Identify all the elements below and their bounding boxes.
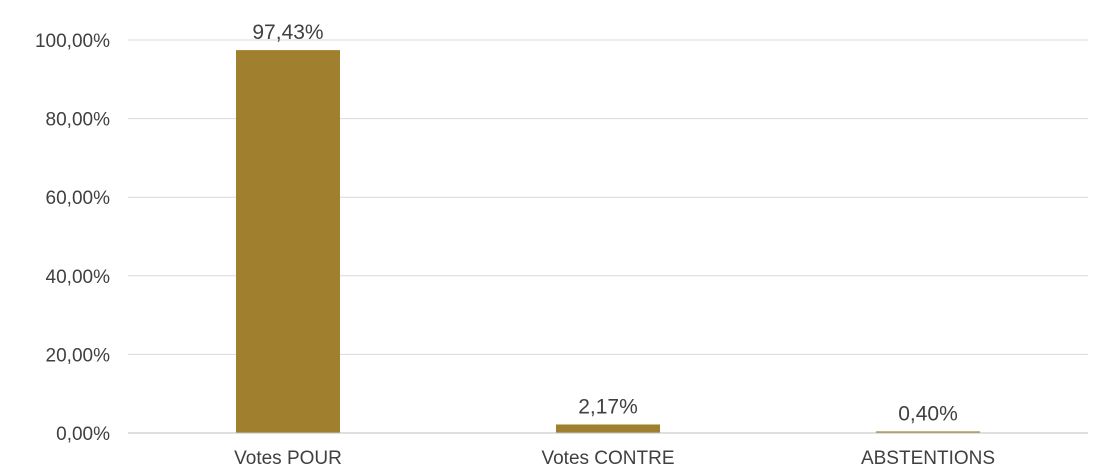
y-tick-label: 40,00%	[46, 267, 111, 288]
x-category-label: Votes POUR	[234, 448, 342, 469]
data-label: 97,43%	[252, 21, 323, 44]
data-labels: 97,43% 2,17% 0,40%	[252, 21, 957, 425]
x-category-label: ABSTENTIONS	[861, 448, 995, 469]
bar-votes-contre	[556, 424, 660, 433]
y-tick-label: 60,00%	[46, 188, 111, 209]
y-tick-label: 20,00%	[46, 345, 111, 366]
y-tick-label: 0,00%	[56, 424, 110, 445]
bar-abstentions	[876, 431, 980, 433]
y-tick-label: 80,00%	[46, 110, 111, 131]
bar-votes-pour	[236, 50, 340, 434]
y-axis-tick-labels: 0,00% 20,00% 40,00% 60,00% 80,00% 100,00%	[35, 31, 110, 445]
data-label: 0,40%	[898, 402, 958, 425]
category-labels: Votes POUR Votes CONTRE ABSTENTIONS	[234, 448, 995, 469]
data-label: 2,17%	[578, 395, 638, 418]
y-tick-label: 100,00%	[35, 31, 110, 52]
bars	[236, 50, 980, 434]
x-category-label: Votes CONTRE	[541, 448, 674, 469]
